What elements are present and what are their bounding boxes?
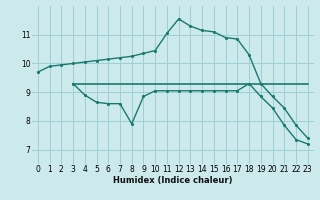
X-axis label: Humidex (Indice chaleur): Humidex (Indice chaleur) (113, 176, 233, 185)
